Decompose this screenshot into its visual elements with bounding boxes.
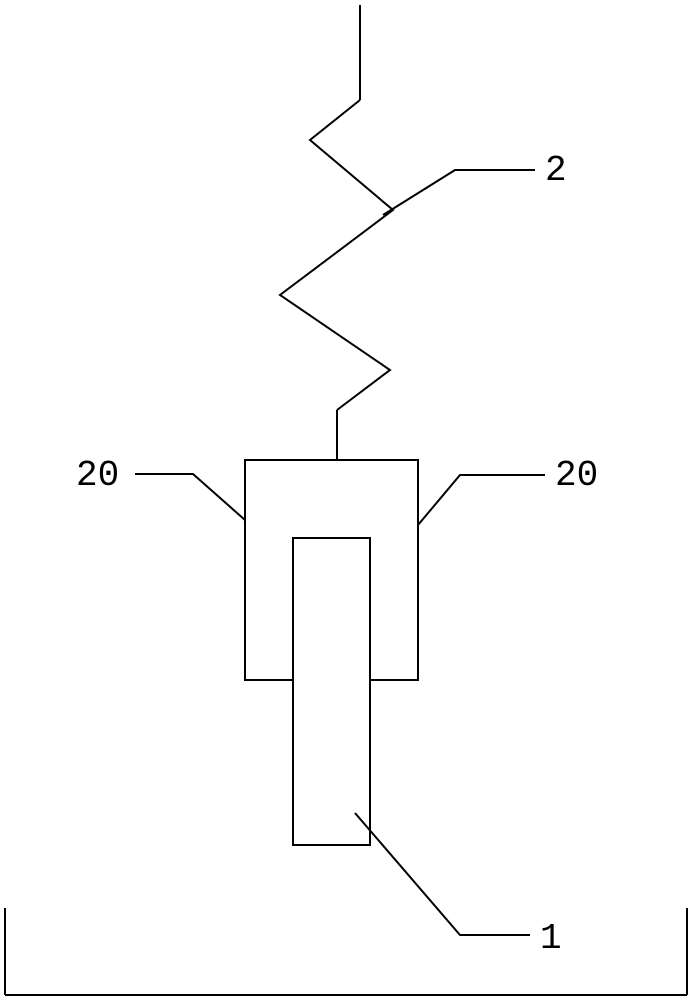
u-shaped-block	[245, 460, 418, 680]
leader-line-20-right	[418, 475, 545, 525]
leader-line-1	[355, 813, 530, 935]
inner-rect-element	[293, 538, 370, 845]
leader-line-20-left	[135, 474, 245, 520]
leader-lines	[135, 170, 545, 935]
border-frame	[5, 908, 687, 995]
label-1: 1	[540, 918, 562, 959]
label-20-left: 20	[76, 455, 119, 496]
spring-element	[280, 5, 393, 460]
label-2: 2	[545, 150, 567, 191]
diagram-container: 2 20 20 1	[0, 0, 692, 1000]
label-20-right: 20	[555, 455, 598, 496]
schematic-svg	[0, 0, 692, 1000]
leader-line-2	[383, 170, 535, 215]
